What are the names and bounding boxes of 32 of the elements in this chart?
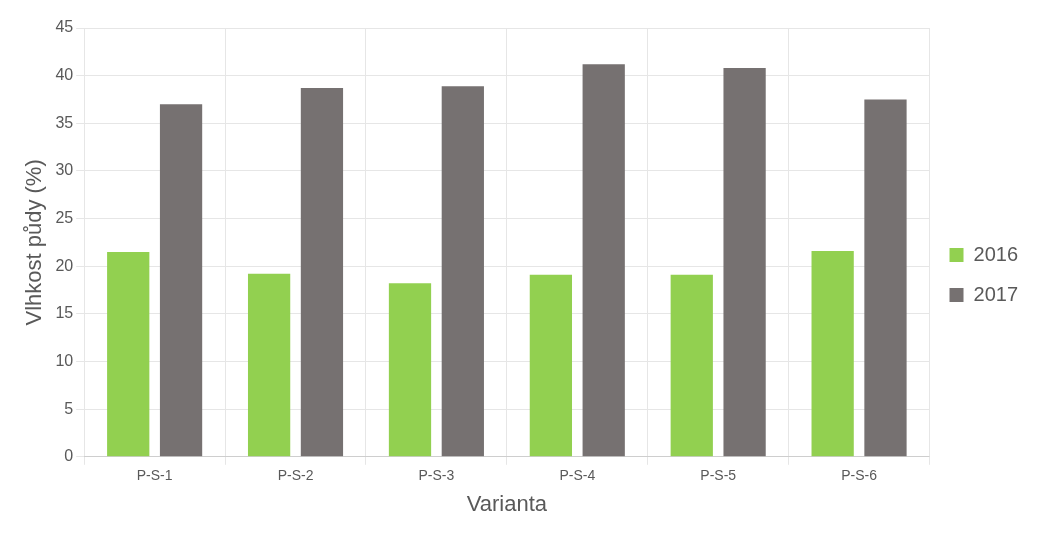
y-tick-label: 30 [55, 161, 74, 179]
bar [529, 274, 573, 457]
x-tick-label: P-S-3 [418, 467, 455, 484]
bar [107, 251, 150, 457]
x-axis-title: Varianta [466, 490, 548, 516]
y-tick-label: 5 [64, 399, 74, 417]
y-axis-title: Vlhkost půdy (%) [21, 159, 47, 326]
legend-label: 2016 [973, 242, 1019, 265]
x-tick-label: P-S-4 [559, 467, 596, 484]
bar [864, 99, 907, 457]
x-tick-label: P-S-1 [136, 467, 173, 484]
bar [670, 274, 713, 457]
x-tick-label: P-S-6 [841, 467, 878, 484]
y-tick-label: 40 [55, 66, 74, 84]
bar [247, 273, 291, 457]
y-tick-label: 15 [55, 304, 74, 322]
bar [723, 68, 766, 457]
y-tick-label: 0 [64, 447, 74, 465]
y-tick-label: 20 [55, 256, 74, 274]
bar [388, 283, 432, 457]
bar [582, 64, 625, 457]
bar [441, 86, 484, 457]
y-tick-label: 45 [55, 18, 74, 36]
x-tick-label: P-S-2 [277, 467, 314, 484]
y-tick-label: 10 [55, 351, 74, 369]
legend-label: 2017 [973, 282, 1019, 305]
bar [811, 250, 854, 457]
y-tick-label: 35 [55, 113, 74, 131]
y-tick-label: 25 [55, 208, 74, 226]
x-tick-label: P-S-5 [700, 467, 737, 484]
bar [300, 88, 344, 457]
bar [159, 104, 203, 457]
